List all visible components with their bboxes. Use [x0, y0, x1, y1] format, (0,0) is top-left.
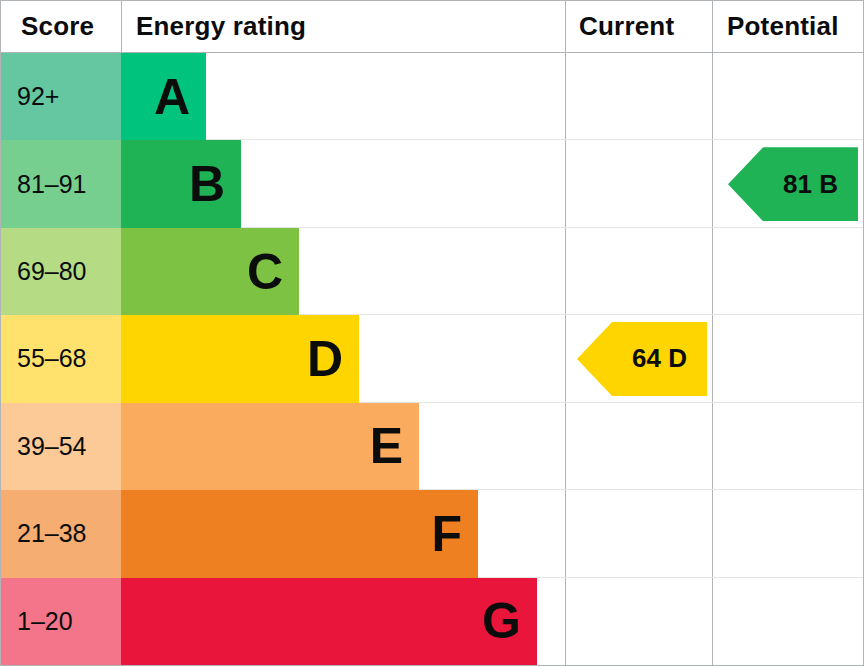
- band-bar: C: [121, 228, 299, 315]
- band-score-label: 39–54: [17, 432, 87, 461]
- potential-cell: [712, 490, 863, 577]
- band-score-cell: 92+: [1, 53, 121, 140]
- band-row: 39–54 E: [1, 403, 863, 490]
- band-rating-cell: C: [121, 228, 565, 315]
- band-rows: 92+ A 81–91 B 81 B 69–80 C: [1, 53, 863, 665]
- band-rating-cell: A: [121, 53, 565, 140]
- band-score-cell: 21–38: [1, 490, 121, 577]
- band-score-cell: 1–20: [1, 578, 121, 665]
- band-bar: D: [121, 315, 359, 402]
- band-row: 92+ A: [1, 53, 863, 140]
- current-cell: [565, 578, 712, 665]
- band-score-label: 69–80: [17, 257, 87, 286]
- band-score-label: 55–68: [17, 344, 87, 373]
- band-rating-cell: G: [121, 578, 565, 665]
- header-potential: Potential: [712, 1, 863, 52]
- header-energy-rating: Energy rating: [121, 1, 565, 52]
- potential-cell: [712, 403, 863, 490]
- band-rating-cell: F: [121, 490, 565, 577]
- potential-cell: [712, 228, 863, 315]
- current-rating-arrow: 64 D: [577, 322, 707, 396]
- band-score-label: 21–38: [17, 519, 87, 548]
- band-row: 69–80 C: [1, 228, 863, 315]
- band-score-label: 92+: [17, 82, 59, 111]
- current-cell: 64 D: [565, 315, 712, 402]
- band-bar: E: [121, 403, 419, 490]
- band-rating-cell: E: [121, 403, 565, 490]
- current-cell: [565, 490, 712, 577]
- header-score: Score: [1, 1, 121, 52]
- potential-cell: 81 B: [712, 140, 863, 227]
- band-letter: G: [482, 596, 521, 646]
- current-cell: [565, 228, 712, 315]
- band-letter: B: [189, 159, 225, 209]
- band-bar: F: [121, 490, 478, 577]
- epc-energy-rating-chart: Score Energy rating Current Potential 92…: [0, 0, 864, 666]
- band-score-cell: 81–91: [1, 140, 121, 227]
- band-letter: E: [370, 421, 403, 471]
- current-cell: [565, 403, 712, 490]
- band-score-label: 81–91: [17, 170, 87, 199]
- current-cell: [565, 53, 712, 140]
- band-row: 81–91 B 81 B: [1, 140, 863, 227]
- band-row: 55–68 D 64 D: [1, 315, 863, 402]
- band-bar: A: [121, 53, 206, 140]
- potential-rating-label: 81 B: [783, 169, 838, 200]
- band-letter: C: [247, 247, 283, 297]
- band-score-label: 1–20: [17, 607, 73, 636]
- band-letter: A: [154, 72, 190, 122]
- band-letter: D: [307, 334, 343, 384]
- band-score-cell: 39–54: [1, 403, 121, 490]
- potential-cell: [712, 315, 863, 402]
- band-score-cell: 69–80: [1, 228, 121, 315]
- current-rating-label: 64 D: [632, 343, 687, 374]
- band-row: 1–20 G: [1, 578, 863, 665]
- band-row: 21–38 F: [1, 490, 863, 577]
- potential-cell: [712, 578, 863, 665]
- band-rating-cell: B: [121, 140, 565, 227]
- table-header: Score Energy rating Current Potential: [1, 1, 863, 53]
- band-bar: G: [121, 578, 537, 665]
- header-current: Current: [565, 1, 712, 52]
- band-letter: F: [431, 509, 462, 559]
- band-rating-cell: D: [121, 315, 565, 402]
- potential-rating-arrow: 81 B: [728, 147, 858, 221]
- current-cell: [565, 140, 712, 227]
- potential-cell: [712, 53, 863, 140]
- band-bar: B: [121, 140, 241, 227]
- band-score-cell: 55–68: [1, 315, 121, 402]
